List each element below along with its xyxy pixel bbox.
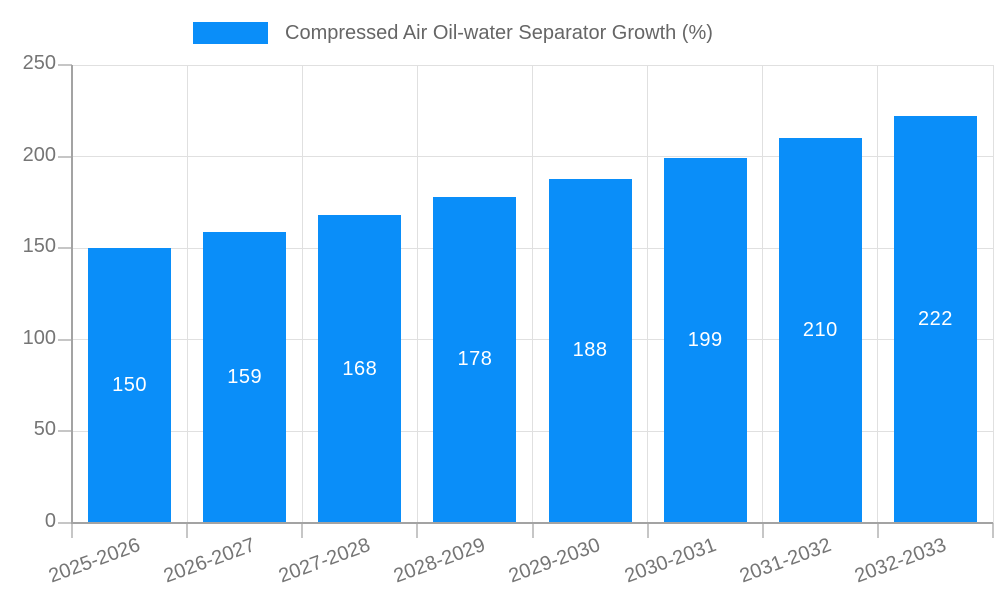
y-tick-label: 250 bbox=[22, 52, 56, 74]
y-tick-label: 200 bbox=[22, 143, 56, 166]
x-tick-label: 2029-2030 bbox=[506, 534, 604, 588]
legend-label: Compressed Air Oil-water Separator Growt… bbox=[285, 21, 713, 44]
bar-value-label: 178 bbox=[457, 348, 493, 371]
v-gridline bbox=[186, 65, 188, 523]
y-tick-label: 0 bbox=[44, 510, 56, 532]
y-tick bbox=[58, 247, 72, 250]
x-tick bbox=[71, 523, 73, 538]
bar: 168 bbox=[318, 215, 402, 523]
bar: 178 bbox=[433, 196, 517, 523]
v-gridline bbox=[762, 65, 764, 523]
x-tick-label: 2032-2033 bbox=[851, 534, 949, 588]
bar-value-label: 210 bbox=[802, 319, 838, 342]
x-tick bbox=[301, 523, 304, 538]
legend-swatch bbox=[193, 22, 268, 44]
y-tick-label: 100 bbox=[22, 326, 56, 349]
y-tick-label: 150 bbox=[22, 235, 56, 258]
x-tick bbox=[186, 523, 189, 538]
y-tick bbox=[58, 155, 72, 158]
x-tick-label: 2031-2032 bbox=[736, 534, 834, 588]
y-tick bbox=[58, 430, 72, 433]
v-gridline bbox=[647, 65, 649, 523]
y-axis-line bbox=[71, 65, 73, 524]
x-tick-label: 2030-2031 bbox=[621, 534, 719, 588]
x-tick bbox=[531, 523, 534, 538]
y-tick bbox=[58, 64, 72, 66]
bar: 210 bbox=[778, 138, 862, 523]
x-tick bbox=[646, 523, 649, 538]
bar-value-label: 150 bbox=[112, 374, 147, 397]
x-tick-label: 2026-2027 bbox=[160, 534, 259, 588]
v-gridline bbox=[992, 65, 994, 523]
v-gridline bbox=[877, 65, 879, 523]
x-tick bbox=[876, 523, 879, 538]
v-gridline bbox=[301, 65, 303, 523]
bar: 222 bbox=[893, 116, 977, 523]
y-tick-label: 50 bbox=[33, 418, 56, 441]
chart-legend: Compressed Air Oil-water Separator Growt… bbox=[193, 20, 713, 46]
bar: 159 bbox=[203, 231, 287, 523]
bar-value-label: 222 bbox=[918, 308, 953, 331]
y-tick bbox=[58, 522, 72, 524]
bar-value-label: 159 bbox=[227, 365, 263, 388]
bar: 188 bbox=[548, 178, 632, 523]
x-tick bbox=[992, 523, 994, 538]
bar: 199 bbox=[663, 158, 747, 523]
x-tick bbox=[761, 523, 764, 538]
bar-value-label: 188 bbox=[572, 339, 608, 362]
bar-value-label: 168 bbox=[342, 357, 378, 380]
v-gridline bbox=[532, 65, 533, 523]
x-tick-label: 2025-2026 bbox=[45, 534, 144, 588]
x-axis-line bbox=[72, 522, 993, 524]
bar: 150 bbox=[88, 248, 172, 523]
y-tick bbox=[58, 338, 72, 341]
x-tick-label: 2027-2028 bbox=[275, 534, 374, 588]
v-gridline bbox=[416, 65, 418, 523]
x-tick-label: 2028-2029 bbox=[391, 534, 489, 588]
bar-value-label: 199 bbox=[687, 329, 723, 352]
x-tick bbox=[416, 523, 419, 538]
